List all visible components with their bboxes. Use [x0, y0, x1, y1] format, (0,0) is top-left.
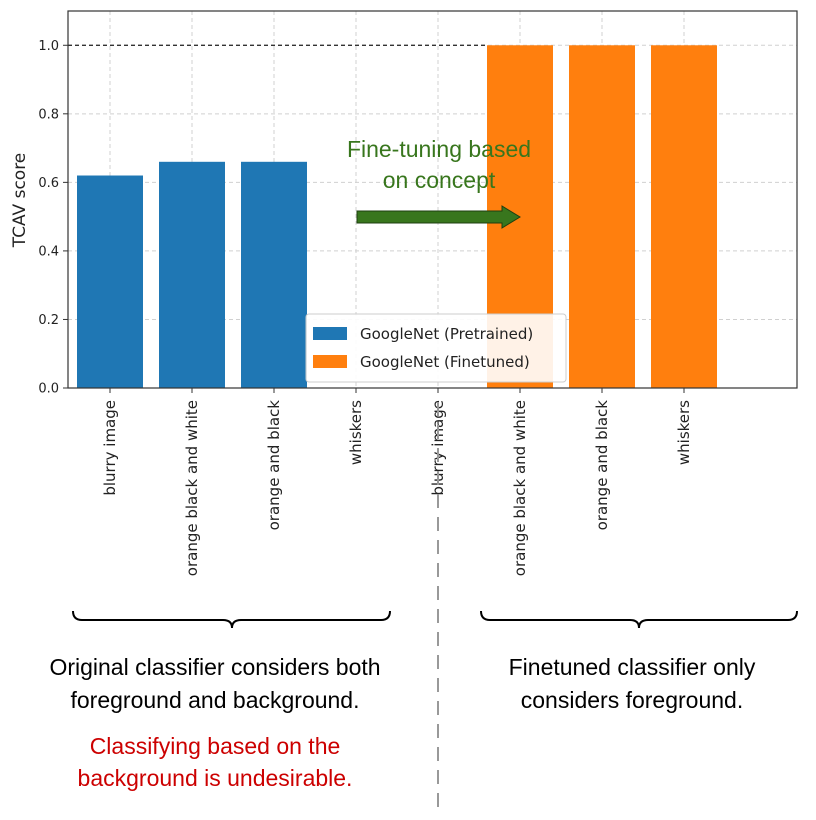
legend-swatch-pretrained [313, 327, 347, 340]
x-tick-label: whiskers [347, 400, 365, 465]
right-caption-line-1: Finetuned classifier only [509, 654, 756, 680]
x-tick-label: orange and black [593, 400, 611, 531]
left-caption-line-2: foreground and background. [71, 687, 360, 713]
legend-label-pretrained: GoogleNet (Pretrained) [360, 325, 533, 343]
bar-finetuned-7 [651, 45, 717, 388]
y-tick-label: 1.0 [38, 39, 59, 54]
bar-pretrained-1 [159, 161, 225, 388]
legend-swatch-finetuned [313, 355, 347, 368]
legend-box [305, 313, 567, 383]
bar-pretrained-0 [77, 175, 143, 388]
x-tick-label: orange and black [265, 400, 283, 531]
fine-tuning-annotation: Fine-tuning based on concept [347, 136, 531, 229]
right-brace [480, 610, 798, 629]
legend: GoogleNet (Pretrained) GoogleNet (Finetu… [305, 313, 567, 383]
x-tick-label: orange black and white [511, 400, 529, 576]
left-brace [72, 610, 391, 629]
arrow-text-line-2: on concept [383, 167, 496, 193]
arrow-text-line-1: Fine-tuning based [347, 136, 531, 162]
y-axis-label: TCAV score [10, 153, 30, 249]
left-warning-line-2: background is undesirable. [78, 765, 353, 791]
x-tick-label: blurry image [101, 400, 119, 496]
x-tick-label: blurry image [429, 400, 447, 496]
y-tick-label: 0.6 [38, 176, 59, 191]
bar-finetuned-6 [569, 45, 635, 388]
bar-pretrained-2 [241, 161, 307, 388]
right-caption-line-2: considers foreground. [521, 687, 743, 713]
x-tick-label: orange black and white [183, 400, 201, 576]
left-caption-line-1: Original classifier considers both [49, 654, 380, 680]
x-ticks: blurry image orange black and white orange… [101, 388, 693, 576]
plot-area: 0.0 0.2 0.4 0.6 0.8 1.0 blurry image orange bl… [38, 10, 798, 576]
y-tick-label: 0.2 [38, 313, 59, 328]
y-tick-label: 0.8 [38, 107, 59, 122]
arrow-right-icon [356, 205, 521, 229]
y-tick-label: 0.4 [38, 244, 59, 259]
y-tick-label: 0.0 [38, 382, 59, 397]
plot-frame [67, 10, 798, 389]
y-ticks: 0.0 0.2 0.4 0.6 0.8 1.0 [38, 39, 68, 397]
legend-label-finetuned: GoogleNet (Finetuned) [360, 353, 530, 371]
left-warning-line-1: Classifying based on the [90, 733, 341, 759]
x-tick-label: whiskers [675, 400, 693, 465]
